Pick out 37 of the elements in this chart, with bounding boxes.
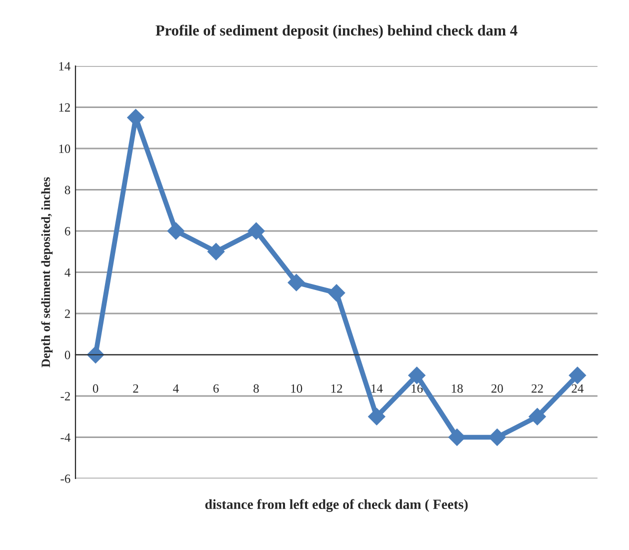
y-tick-label: 14 (59, 62, 70, 70)
point (488, 428, 506, 446)
x-tick-label: 2 (133, 384, 138, 393)
point (288, 274, 305, 292)
point (368, 408, 386, 426)
y-tick-label: 2 (64, 310, 70, 318)
x-tick-label: 14 (372, 384, 383, 393)
y-tick-label: -4 (60, 433, 70, 442)
y-tick-label: 0 (64, 350, 70, 360)
point (328, 284, 346, 302)
x-tick-label: 24 (572, 384, 584, 393)
point (408, 366, 426, 384)
x-tick-label: 8 (254, 384, 259, 393)
point (167, 222, 184, 240)
y-tick-label: 10 (59, 144, 70, 153)
y-tick-label: -6 (60, 474, 70, 483)
x-tick-label: 4 (172, 384, 179, 393)
y-tick-label: -2 (60, 392, 70, 400)
y-tick-label: 4 (64, 268, 70, 277)
point (207, 243, 225, 260)
x-tick-label: 10 (291, 384, 302, 393)
x-axis-title: distance from left edge of check dam ( Feets) (205, 499, 468, 512)
x-tick-label: 16 (412, 384, 423, 393)
x-tick-label: 22 (532, 384, 543, 393)
x-tick-label: 0 (92, 384, 98, 393)
point (248, 222, 265, 240)
y-tick-label: 8 (64, 186, 70, 194)
x-tick-label: 12 (331, 384, 342, 393)
y-tick-label: 12 (59, 103, 70, 112)
point (568, 366, 586, 384)
y-tick-label: 6 (64, 227, 70, 236)
x-tick-label: 6 (213, 384, 219, 393)
y-axis-title: Depth of sediment deposited, inches (41, 177, 53, 368)
x-tick-label: 18 (452, 384, 463, 393)
point (528, 408, 546, 426)
x-tick-label: 20 (491, 384, 503, 393)
chart-title: Profile of sediment deposit (inches) behind check dam 4 (156, 24, 518, 39)
